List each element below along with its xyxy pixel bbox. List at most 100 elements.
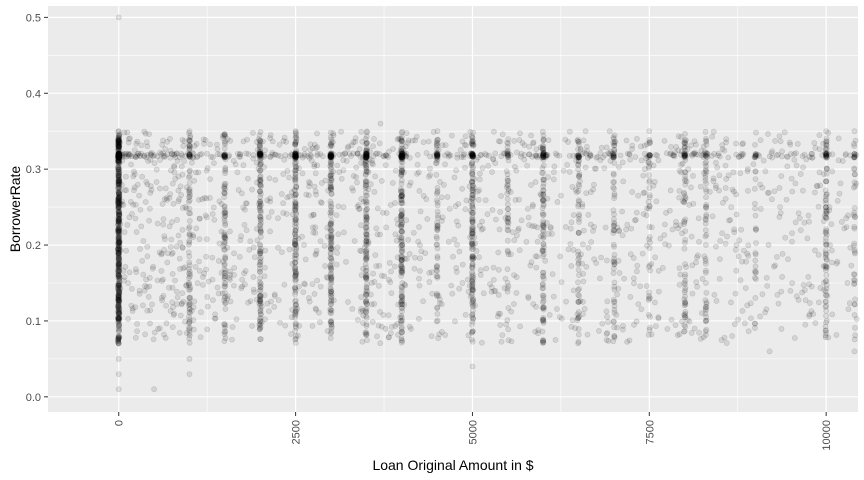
data-point — [115, 260, 122, 267]
data-point — [256, 176, 263, 183]
data-point — [422, 250, 429, 256]
data-point — [476, 254, 482, 261]
data-point — [292, 206, 298, 213]
data-point — [752, 320, 758, 327]
data-point — [149, 265, 156, 272]
data-point — [186, 259, 193, 266]
data-point — [540, 136, 547, 143]
data-point — [115, 284, 121, 291]
data-point — [115, 154, 122, 161]
data-point — [467, 293, 474, 300]
data-point — [702, 128, 709, 135]
data-point — [615, 257, 622, 264]
data-point — [115, 236, 122, 243]
data-point — [116, 150, 122, 157]
data-point — [115, 238, 122, 245]
data-point — [714, 164, 721, 171]
data-point — [328, 227, 335, 234]
data-point — [499, 131, 506, 138]
data-point — [676, 187, 683, 194]
data-point — [377, 340, 384, 347]
data-point — [328, 154, 335, 161]
data-point — [115, 134, 122, 141]
data-point — [662, 221, 668, 228]
data-point — [257, 292, 264, 299]
data-point — [115, 333, 122, 339]
data-point — [203, 253, 209, 260]
data-point — [115, 152, 122, 159]
data-point — [185, 225, 192, 232]
data-point — [116, 226, 122, 233]
data-point — [115, 152, 122, 159]
data-point — [186, 330, 193, 337]
data-point — [178, 301, 185, 308]
data-point — [116, 228, 123, 235]
data-point — [116, 335, 122, 341]
data-point — [292, 320, 299, 327]
data-point — [576, 171, 583, 177]
data-point — [377, 231, 383, 238]
data-point — [116, 175, 123, 182]
data-point — [328, 232, 335, 239]
data-point — [115, 268, 121, 274]
data-point — [732, 290, 739, 297]
data-point — [116, 152, 123, 159]
data-point — [267, 228, 273, 235]
data-point — [703, 204, 709, 210]
data-point — [575, 158, 582, 165]
data-point — [292, 161, 299, 168]
data-point — [115, 154, 122, 161]
data-point — [116, 184, 122, 191]
data-point — [317, 319, 323, 326]
data-point — [172, 277, 178, 284]
data-point — [254, 237, 261, 244]
data-point — [266, 175, 273, 182]
data-point — [851, 225, 858, 232]
data-point — [132, 215, 139, 222]
data-point — [335, 231, 342, 238]
data-point — [302, 256, 309, 263]
data-point — [511, 237, 518, 244]
data-point — [291, 310, 298, 317]
data-point — [309, 322, 316, 329]
data-point — [748, 315, 754, 322]
data-point — [151, 386, 157, 393]
data-point — [328, 153, 335, 160]
data-point — [115, 154, 122, 161]
data-point — [507, 189, 514, 195]
data-point — [362, 329, 369, 336]
data-point — [115, 138, 122, 144]
data-point — [193, 225, 200, 232]
data-point — [116, 193, 123, 200]
data-point — [116, 317, 122, 324]
data-point — [534, 224, 541, 231]
data-point — [789, 188, 796, 195]
data-point — [324, 233, 331, 240]
data-point — [116, 203, 122, 210]
data-point — [257, 242, 264, 249]
data-point — [629, 146, 635, 152]
data-point — [311, 183, 318, 190]
data-point — [186, 185, 193, 192]
data-point — [789, 238, 795, 245]
data-point — [115, 221, 121, 228]
data-point — [604, 313, 610, 320]
data-point — [610, 270, 617, 276]
data-point — [530, 301, 537, 307]
data-point — [402, 153, 409, 160]
data-point — [424, 216, 431, 222]
data-point — [677, 271, 684, 278]
data-point — [115, 166, 122, 172]
data-point — [752, 226, 759, 233]
data-point — [292, 241, 298, 247]
data-point — [398, 180, 405, 187]
data-point — [292, 284, 298, 291]
data-point — [403, 130, 410, 136]
data-point — [187, 232, 194, 239]
data-point — [115, 152, 122, 159]
data-point — [504, 201, 511, 208]
data-point — [378, 177, 385, 184]
data-point — [186, 371, 193, 377]
data-point — [116, 190, 122, 197]
data-point — [257, 207, 264, 214]
